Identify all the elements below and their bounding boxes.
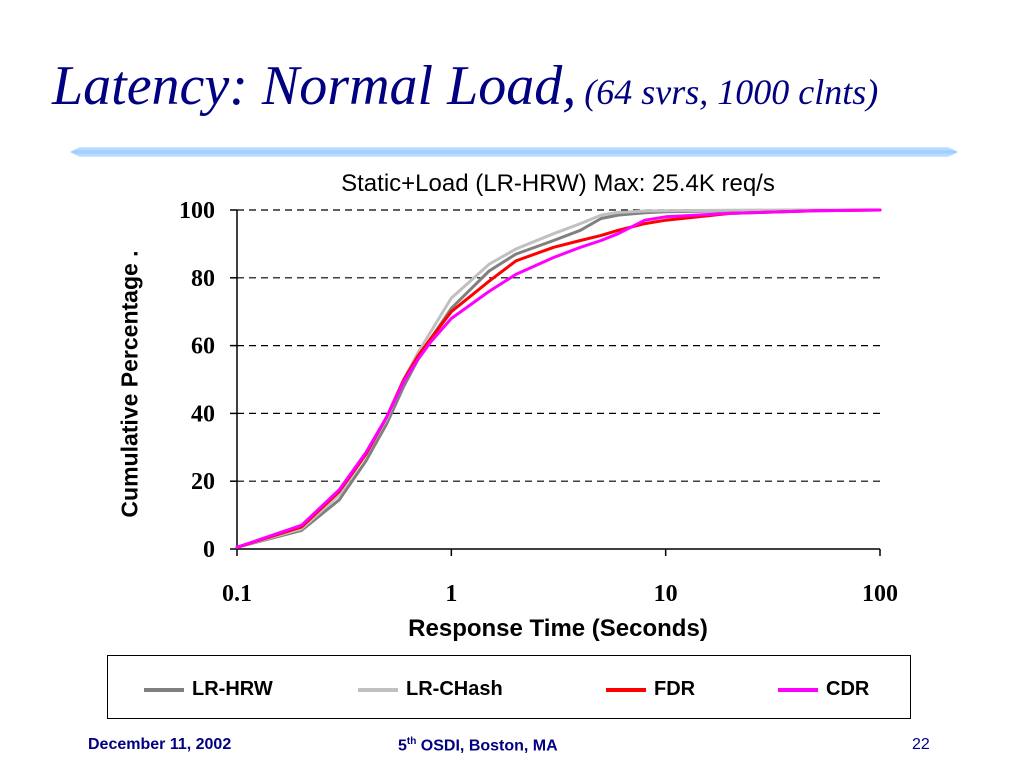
slide-title-subtitle: (64 svrs, 1000 clnts)	[584, 72, 879, 112]
axes	[230, 209, 881, 556]
legend-label-fdr: FDR	[654, 678, 696, 700]
legend-item-cdr: CDR	[778, 678, 869, 701]
slide-title-main: Latency: Normal Load,	[52, 55, 577, 117]
legend-label-lr-chash: LR-CHash	[406, 678, 503, 700]
gridlines	[237, 209, 880, 482]
legend-swatch-lr-chash	[358, 687, 398, 692]
series-line-cdr	[235, 208, 882, 549]
footer-conf-ordinal: th	[406, 736, 417, 747]
legend-swatch-lr-hrw	[144, 687, 184, 692]
legend-item-fdr: FDR	[606, 678, 695, 701]
legend-label-cdr: CDR	[826, 678, 870, 700]
y-tick-label-0: 0	[203, 537, 215, 563]
x-tick-label-10: 10	[654, 581, 678, 607]
footer-page-number: 22	[912, 736, 930, 753]
legend-swatch-fdr	[606, 687, 646, 692]
footer-conf-text: OSDI, Boston, MA	[416, 737, 558, 755]
x-tick-label-1: 1	[445, 581, 457, 607]
y-tick-label-20: 20	[191, 469, 215, 495]
y-tick-label-40: 40	[191, 401, 215, 427]
y-tick-label-80: 80	[191, 266, 215, 292]
legend-label-lr-hrw: LR-HRW	[192, 678, 273, 700]
footer-conference: 5th OSDI, Boston, MA	[398, 736, 558, 755]
x-tick-label-0.1: 0.1	[222, 581, 252, 607]
slide-title: Latency: Normal Load, (64 svrs, 1000 cln…	[52, 58, 878, 114]
legend-item-lr-chash: LR-CHash	[358, 678, 503, 701]
chart-title: Static+Load (LR-HRW) Max: 25.4K req/s	[341, 170, 775, 197]
y-axis-label: Cumulative Percentage .	[116, 250, 143, 518]
legend-item-lr-hrw: LR-HRW	[144, 678, 273, 701]
footer-conf-number: 5	[398, 737, 407, 755]
legend: LR-HRW LR-CHash FDR CDR	[107, 655, 911, 719]
series-lines	[235, 208, 882, 549]
y-tick-label-60: 60	[191, 334, 215, 360]
title-divider-bar	[70, 147, 958, 157]
footer-date: December 11, 2002	[88, 736, 232, 753]
y-tick-label-100: 100	[179, 198, 215, 224]
x-axis-label: Response Time (Seconds)	[408, 615, 708, 642]
x-tick-label-100: 100	[862, 581, 898, 607]
legend-swatch-cdr	[778, 687, 818, 692]
tick-labels: 0 20 40 60 80 100 0.1 1 10 100	[179, 198, 898, 607]
